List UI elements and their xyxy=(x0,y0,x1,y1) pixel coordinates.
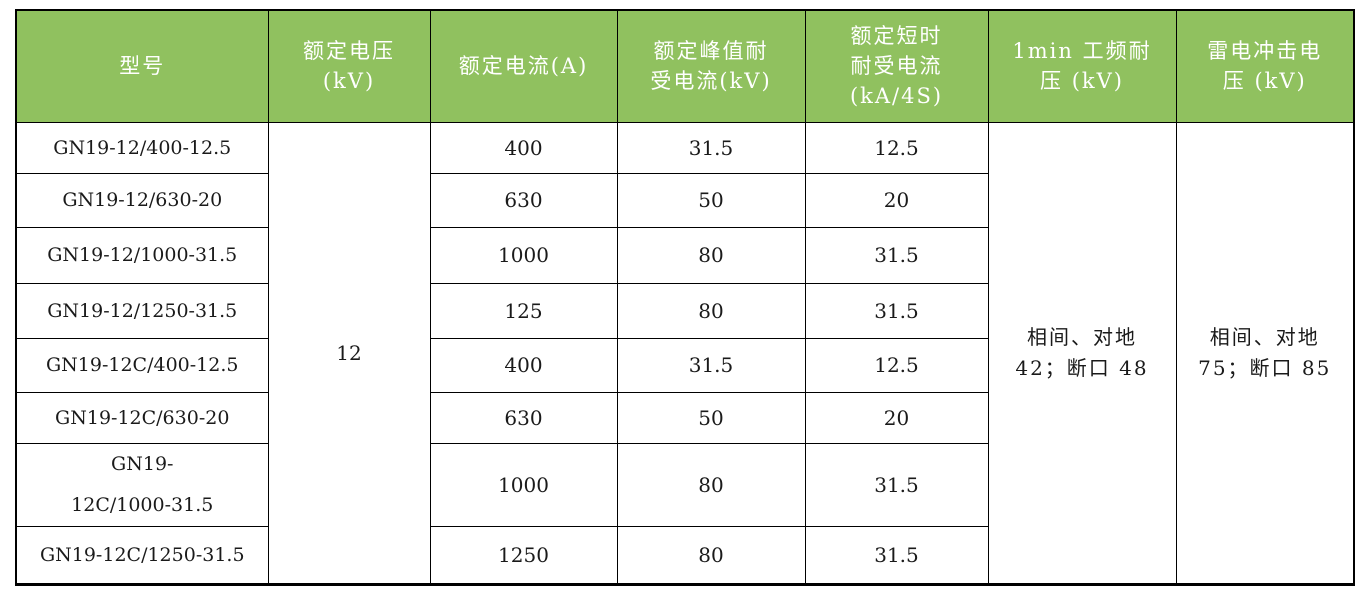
cell-model: GN19-12/1250-31.5 xyxy=(15,282,269,339)
model-text: GN19-12C/400-12.5 xyxy=(45,354,239,376)
cell-short-time: 31.5 xyxy=(804,226,989,284)
cell-short-time: 20 xyxy=(804,391,989,444)
cell-peak: 80 xyxy=(616,525,806,585)
cell-peak: 31.5 xyxy=(616,337,806,393)
cell-current: 630 xyxy=(429,391,618,444)
table-row: GN19-12C/400-12.5 400 31.5 12.5 xyxy=(15,337,1354,393)
header-label: 额定峰值耐 xyxy=(653,39,769,64)
model-text: GN19-12C/1250-31.5 xyxy=(39,543,245,566)
lightning-text: 75；断口 85 xyxy=(1198,355,1332,380)
lightning-text: 相间、对地 xyxy=(1209,324,1320,349)
model-text: GN19-12/400-12.5 xyxy=(53,136,232,159)
header-label: 雷电冲击电 xyxy=(1207,39,1323,64)
cell-current: 125 xyxy=(429,282,618,339)
cell-model: GN19-12C/630-20 xyxy=(15,391,269,444)
model-text: GN19-12/630-20 xyxy=(62,189,223,211)
cell-short-time: 31.5 xyxy=(804,282,989,339)
cell-current: 1250 xyxy=(429,525,618,585)
power-freq-text: 42；断口 48 xyxy=(1015,355,1149,380)
header-label: 额定电压 xyxy=(303,39,395,64)
header-label: (kA/4S) xyxy=(849,84,944,109)
cell-model: GN19-12/630-20 xyxy=(15,172,269,228)
table-body: GN19-12/400-12.5 12 400 31.5 12.5 相间、对地 … xyxy=(15,121,1355,585)
header-cell-lightning: 雷电冲击电 压 (kV) xyxy=(1175,9,1355,123)
cell-short-time: 12.5 xyxy=(804,121,989,174)
model-text: GN19-12/1000-31.5 xyxy=(47,244,238,266)
header-label: 额定电流(A) xyxy=(458,54,589,79)
cell-short-time: 31.5 xyxy=(804,442,989,527)
header-label: 压 (kV) xyxy=(1040,69,1124,94)
header-cell-rated-current: 额定电流(A) xyxy=(429,9,618,123)
cell-current: 400 xyxy=(429,337,618,393)
cell-peak: 80 xyxy=(616,226,806,284)
table-row: GN19-12/400-12.5 12 400 31.5 12.5 相间、对地 … xyxy=(15,121,1355,585)
cell-model: GN19-12C/1250-31.5 xyxy=(15,525,269,585)
table-row: GN19-12/630-20 630 50 20 xyxy=(15,172,1354,228)
header-label: 压 (kV) xyxy=(1222,69,1307,94)
header-cell-power-freq: 1min 工频耐 压 (kV) xyxy=(987,9,1177,123)
cell-rated-voltage-merged: 12 xyxy=(267,121,431,585)
spec-table: 型号 额定电压 (kV) 额定电流(A) 额定峰值耐 受电流(kV) 额定短时 … xyxy=(15,9,1355,586)
header-label: 1min 工频耐 xyxy=(1012,39,1152,64)
table-row: GN19-12/1000-31.5 1000 80 31.5 xyxy=(15,226,1354,284)
table-row: GN19-12C/630-20 630 50 20 xyxy=(15,391,1354,444)
cell-short-time: 20 xyxy=(804,172,989,228)
cell-peak: 80 xyxy=(616,282,806,339)
cell-model: GN19-12/400-12.5 xyxy=(15,121,269,174)
cell-short-time: 31.5 xyxy=(804,525,989,585)
model-text: GN19-12/1250-31.5 xyxy=(47,299,238,322)
cell-model: GN19-12C/400-12.5 xyxy=(15,337,269,393)
cell-peak: 50 xyxy=(616,172,806,228)
header-label: 受电流(kV) xyxy=(650,69,772,94)
header-label: 额定短时 xyxy=(850,24,943,49)
header-row: 型号 额定电压 (kV) 额定电流(A) 额定峰值耐 受电流(kV) 额定短时 … xyxy=(15,9,1355,123)
cell-current: 630 xyxy=(429,172,618,228)
header-cell-peak-withstand: 额定峰值耐 受电流(kV) xyxy=(616,9,806,123)
table-row: GN19-12C/1250-31.5 1250 80 31.5 xyxy=(15,525,1354,585)
header-label: 耐受电流 xyxy=(850,54,943,79)
cell-short-time: 12.5 xyxy=(804,337,989,393)
cell-peak: 50 xyxy=(616,391,806,444)
cell-peak: 80 xyxy=(616,442,806,527)
header-cell-short-time: 额定短时 耐受电流 (kA/4S) xyxy=(804,9,989,123)
cell-lightning-merged: 相间、对地 75；断口 85 xyxy=(1175,121,1355,585)
header-label: 型号 xyxy=(119,54,166,79)
model-text: GN19- xyxy=(111,452,174,475)
cell-power-freq-merged: 相间、对地 42；断口 48 xyxy=(987,121,1177,585)
cell-current: 1000 xyxy=(429,226,618,284)
cell-model: GN19-12/1000-31.5 xyxy=(15,226,269,284)
header-label: (kV) xyxy=(322,69,376,94)
header-cell-rated-voltage: 额定电压 (kV) xyxy=(267,9,431,123)
table-header: 型号 额定电压 (kV) 额定电流(A) 额定峰值耐 受电流(kV) 额定短时 … xyxy=(15,9,1355,123)
model-text: GN19-12C/630-20 xyxy=(55,406,230,429)
table-row: GN19-12/1250-31.5 125 80 31.5 xyxy=(15,282,1354,339)
header-cell-model: 型号 xyxy=(15,9,269,123)
power-freq-text: 相间、对地 xyxy=(1027,324,1137,349)
model-text: 12C/1000-31.5 xyxy=(71,493,214,516)
cell-current: 1000 xyxy=(429,442,618,527)
cell-current: 400 xyxy=(429,121,618,174)
cell-peak: 31.5 xyxy=(616,121,806,174)
cell-model: GN19- 12C/1000-31.5 xyxy=(15,442,269,527)
